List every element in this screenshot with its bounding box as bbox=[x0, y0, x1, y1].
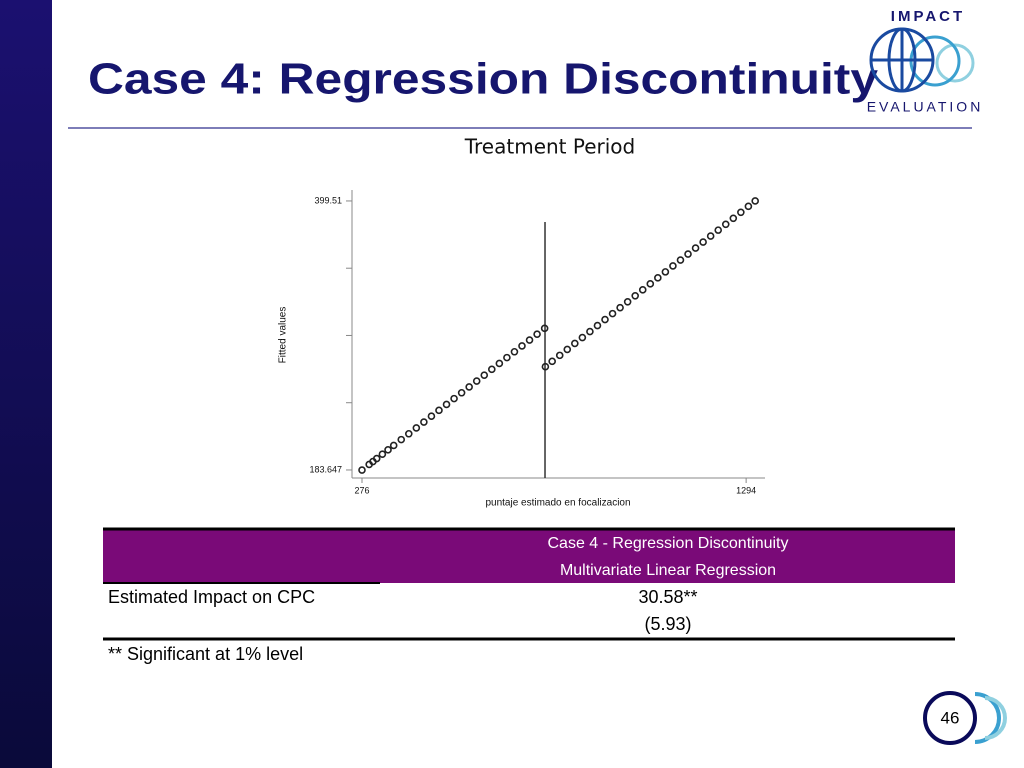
point bbox=[480, 371, 489, 379]
point bbox=[397, 435, 406, 444]
point bbox=[729, 214, 738, 223]
point bbox=[638, 286, 647, 294]
sidebar bbox=[0, 0, 52, 768]
table-header bbox=[103, 530, 955, 583]
point bbox=[510, 347, 519, 356]
point bbox=[661, 268, 670, 276]
cell: (5.93) bbox=[644, 614, 691, 634]
point bbox=[457, 388, 466, 397]
point bbox=[654, 274, 662, 282]
point bbox=[737, 208, 745, 217]
point bbox=[488, 365, 496, 374]
point bbox=[427, 412, 436, 420]
point bbox=[450, 394, 458, 403]
y-tick-label: 399.51 bbox=[314, 195, 342, 205]
point bbox=[706, 232, 715, 240]
point bbox=[608, 309, 617, 318]
cell: 30.58** bbox=[638, 587, 697, 607]
point bbox=[563, 345, 572, 354]
point bbox=[721, 220, 730, 229]
logo-text: IMPACT bbox=[891, 8, 965, 25]
y-tick-label: 183.647 bbox=[309, 464, 342, 474]
point bbox=[691, 244, 700, 252]
point bbox=[631, 292, 639, 300]
point bbox=[518, 342, 526, 350]
point bbox=[714, 226, 723, 234]
point bbox=[420, 418, 428, 426]
point bbox=[623, 297, 632, 306]
point bbox=[533, 330, 541, 338]
point bbox=[684, 250, 692, 258]
point bbox=[442, 400, 451, 409]
point bbox=[358, 466, 366, 474]
logo-text: EVALUATION bbox=[867, 99, 984, 115]
point bbox=[525, 336, 534, 344]
point bbox=[472, 377, 481, 385]
point bbox=[751, 197, 759, 205]
slide-title: Case 4: Regression Discontinuity bbox=[88, 55, 879, 104]
point bbox=[571, 339, 579, 348]
footnote: ** Significant at 1% level bbox=[108, 644, 303, 664]
point bbox=[744, 202, 753, 211]
page-badge bbox=[923, 691, 1007, 745]
row-label: Estimated Impact on CPC bbox=[108, 587, 315, 607]
point bbox=[593, 321, 602, 330]
point bbox=[384, 446, 392, 454]
logo bbox=[869, 27, 975, 93]
x-tick-label: 276 bbox=[354, 485, 369, 495]
point bbox=[389, 441, 398, 450]
point bbox=[495, 359, 504, 368]
point bbox=[699, 238, 707, 246]
point bbox=[555, 351, 564, 360]
point bbox=[412, 424, 421, 432]
point bbox=[540, 324, 549, 333]
point bbox=[601, 315, 609, 324]
point bbox=[435, 406, 443, 415]
point bbox=[646, 280, 655, 288]
x-tick-label: 1294 bbox=[736, 485, 756, 495]
header-cell: Multivariate Linear Regression bbox=[560, 562, 776, 579]
point bbox=[676, 256, 685, 264]
point bbox=[465, 383, 473, 391]
point bbox=[548, 357, 556, 366]
point bbox=[503, 353, 511, 362]
point bbox=[404, 429, 413, 438]
point bbox=[616, 303, 624, 312]
page-number: 46 bbox=[941, 708, 960, 727]
point bbox=[378, 450, 387, 458]
header-cell: Case 4 - Regression Discontinuity bbox=[548, 535, 789, 552]
point bbox=[541, 362, 550, 371]
point bbox=[578, 333, 587, 342]
point bbox=[669, 262, 677, 270]
chart-title: Treatment Period bbox=[464, 135, 636, 159]
x-axis-label: puntaje estimado en focalizacion bbox=[485, 498, 630, 509]
point bbox=[372, 454, 381, 463]
point bbox=[586, 327, 594, 336]
y-axis-label: Fitted values bbox=[278, 307, 289, 364]
